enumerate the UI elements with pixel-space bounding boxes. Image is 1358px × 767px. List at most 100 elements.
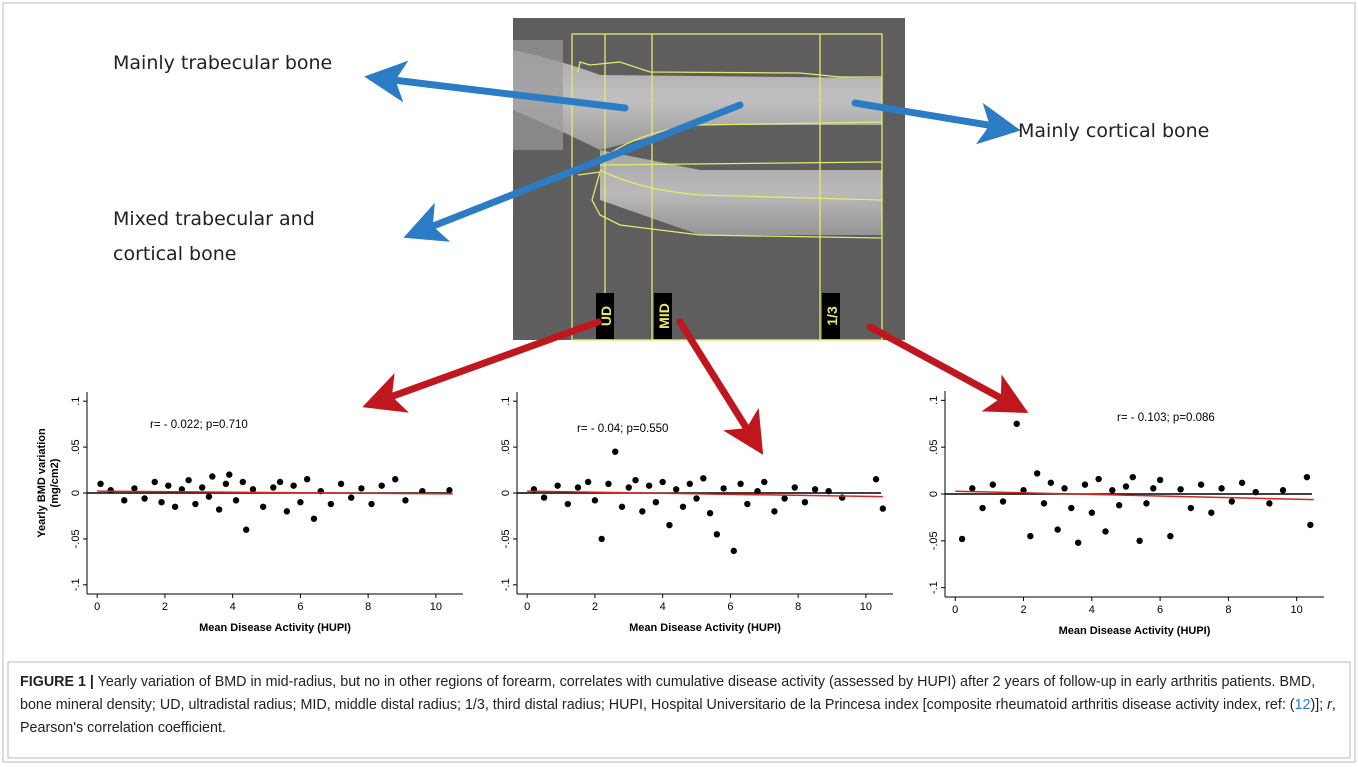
point <box>771 508 777 514</box>
point <box>1027 533 1033 539</box>
point <box>666 522 672 528</box>
point <box>1208 510 1214 516</box>
point <box>626 484 632 490</box>
point <box>720 485 726 491</box>
point <box>1229 498 1235 504</box>
point <box>338 481 344 487</box>
point <box>284 508 290 514</box>
point <box>1109 487 1115 493</box>
y-axis-title: Yearly BMD variation <box>36 428 48 538</box>
point <box>172 504 178 510</box>
x-axis-title: Mean Disease Activity (HUPI) <box>629 622 781 634</box>
point <box>1198 481 1204 487</box>
caption-label: FIGURE 1 | <box>20 674 94 690</box>
y-tick-label: -.05 <box>928 531 940 550</box>
point <box>1280 487 1286 493</box>
point <box>687 481 693 487</box>
point <box>1253 489 1259 495</box>
point <box>754 488 760 494</box>
point <box>368 501 374 507</box>
x-tick-label: 0 <box>524 601 530 613</box>
y-tick-label: 0 <box>928 491 940 497</box>
y-tick-label: -.05 <box>70 529 82 548</box>
point <box>700 475 706 481</box>
caption-text: )]; <box>1310 697 1327 713</box>
point <box>959 536 965 542</box>
figure: UD MID 1/3 Mainly trabecular bone Mainly… <box>0 0 1358 767</box>
point <box>680 504 686 510</box>
point <box>243 527 249 533</box>
point <box>392 476 398 482</box>
point <box>223 481 229 487</box>
point <box>233 497 239 503</box>
x-tick-label: 6 <box>297 601 303 613</box>
point <box>612 448 618 454</box>
point <box>598 536 604 542</box>
point <box>1188 505 1194 511</box>
x-tick-label: 2 <box>162 601 168 613</box>
point <box>737 481 743 487</box>
point <box>1000 498 1006 504</box>
point <box>152 479 158 485</box>
x-tick-label: 2 <box>1020 604 1026 616</box>
chart: -.1-.050.05.10246810Mean Disease Activit… <box>500 392 893 634</box>
annotation: cortical bone <box>113 243 236 265</box>
y-tick-label: -.1 <box>70 578 82 591</box>
point <box>1048 480 1054 486</box>
y-tick-label: -.05 <box>500 529 512 548</box>
x-tick-label: 8 <box>795 601 801 613</box>
point <box>825 488 831 494</box>
point <box>328 501 334 507</box>
point <box>880 505 886 511</box>
point <box>554 482 560 488</box>
figure-graphic: UD MID 1/3 Mainly trabecular bone Mainly… <box>0 0 1358 767</box>
point <box>158 499 164 505</box>
x-tick-label: 10 <box>1291 604 1303 616</box>
point <box>744 501 750 507</box>
reference-link[interactable]: 12 <box>1295 697 1311 713</box>
annotation: r= - 0.022; p=0.710 <box>150 419 248 431</box>
y-tick-label: .1 <box>70 397 82 406</box>
point <box>1218 485 1224 491</box>
point <box>304 476 310 482</box>
x-tick-label: 10 <box>430 601 442 613</box>
point <box>565 501 571 507</box>
point <box>969 485 975 491</box>
point <box>1082 481 1088 487</box>
point <box>250 486 256 492</box>
region-label: 1/3 <box>824 306 840 326</box>
y-tick-label: 0 <box>500 490 512 496</box>
point <box>802 499 808 505</box>
point <box>1307 522 1313 528</box>
point <box>1177 486 1183 492</box>
region-label: MID <box>656 303 672 329</box>
y-tick-label: .05 <box>500 439 512 454</box>
point <box>1041 500 1047 506</box>
point <box>1304 474 1310 480</box>
point <box>1130 474 1136 480</box>
point <box>192 501 198 507</box>
chart: -.1-.050.05.10246810Mean Disease Activit… <box>928 391 1324 637</box>
point <box>541 494 547 500</box>
point <box>206 493 212 499</box>
fit-line <box>955 491 1314 499</box>
point <box>1167 533 1173 539</box>
caption-text: Yearly variation of BMD in mid-radius, b… <box>20 674 1315 713</box>
point <box>1075 539 1081 545</box>
point <box>108 487 114 493</box>
point <box>240 479 246 485</box>
x-tick-label: 2 <box>592 601 598 613</box>
point <box>761 479 767 485</box>
point <box>216 506 222 512</box>
point <box>270 484 276 490</box>
y-tick-label: 0 <box>70 490 82 496</box>
point <box>1239 480 1245 486</box>
x-tick-label: 8 <box>1225 604 1231 616</box>
x-tick-label: 6 <box>1157 604 1163 616</box>
point <box>311 516 317 522</box>
point <box>379 482 385 488</box>
point <box>653 499 659 505</box>
point <box>575 484 581 490</box>
x-tick-label: 4 <box>230 601 236 613</box>
